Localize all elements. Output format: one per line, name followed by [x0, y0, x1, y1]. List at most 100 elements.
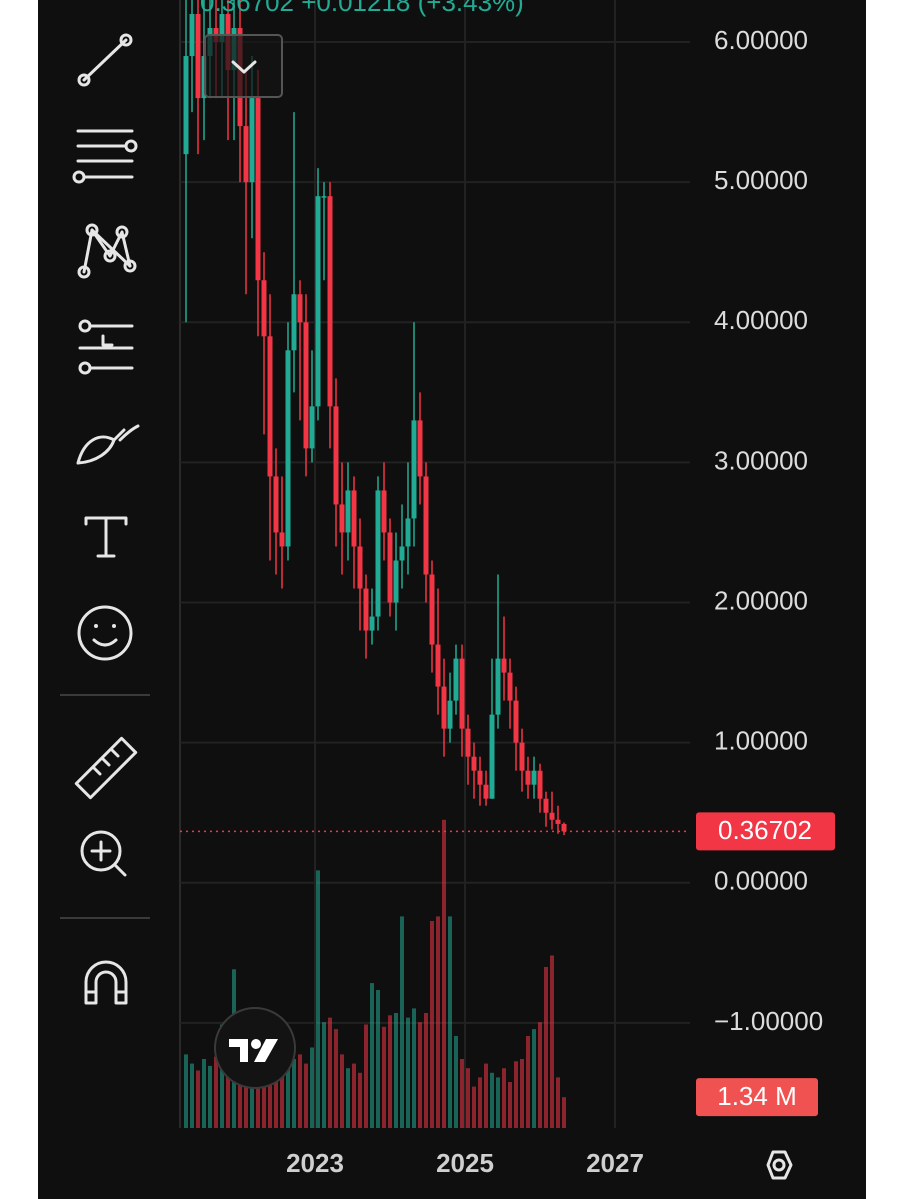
- fib-tool[interactable]: [72, 129, 138, 184]
- candle-body: [261, 280, 267, 337]
- volume-bar: [274, 1040, 278, 1128]
- volume-bar: [418, 1022, 422, 1128]
- volume-bar: [346, 1068, 350, 1128]
- last-price-label: 0.36702: [718, 815, 812, 845]
- candle-body: [525, 770, 531, 785]
- text-tool[interactable]: [84, 516, 128, 558]
- volume-bar: [484, 1063, 488, 1128]
- volume-bar: [472, 1086, 476, 1128]
- candles: [183, 0, 567, 836]
- volume-bar: [328, 1017, 332, 1128]
- candle-body: [465, 728, 471, 757]
- trend-line-tool[interactable]: [77, 33, 133, 87]
- candle-body: [183, 56, 189, 155]
- candle-body: [315, 196, 321, 407]
- volume-bar: [376, 990, 380, 1128]
- volume-bar: [388, 1015, 392, 1128]
- x-tick-label: 2027: [586, 1148, 644, 1178]
- volume-bars: [184, 819, 566, 1128]
- volume-bar: [364, 1024, 368, 1128]
- y-tick-label: 6.00000: [714, 25, 808, 55]
- candle-body: [459, 658, 465, 729]
- forecast-tool[interactable]: [78, 319, 134, 375]
- candle-body: [267, 336, 273, 477]
- candle-body: [339, 504, 345, 533]
- candle-body: [243, 126, 249, 183]
- candle-body: [537, 770, 543, 799]
- candle-body: [321, 196, 327, 198]
- candle-body: [351, 490, 357, 547]
- volume-bar: [562, 1097, 566, 1128]
- emoji-tool[interactable]: [77, 605, 133, 661]
- axes: 6.00000 5.00000 4.00000 3.00000 2.00000 1.000…: [286, 25, 823, 1178]
- volume-bar: [298, 1054, 302, 1128]
- volume-bar: [304, 1063, 308, 1128]
- candle-body: [279, 532, 285, 547]
- volume-label: 1.34 M: [717, 1081, 797, 1111]
- candle-body: [297, 294, 303, 323]
- x-tick-label: 2025: [436, 1148, 494, 1178]
- pattern-tool[interactable]: [77, 223, 137, 279]
- tradingview-logo[interactable]: [214, 1007, 296, 1089]
- candle-body: [189, 14, 195, 57]
- volume-bar: [526, 1036, 530, 1128]
- candle-body: [363, 588, 369, 631]
- zoom-tool[interactable]: [80, 830, 127, 877]
- volume-bar: [208, 1065, 212, 1128]
- volume-bar: [334, 1029, 338, 1128]
- candle-body: [381, 490, 387, 533]
- candle-body: [495, 658, 501, 715]
- candle-body: [423, 476, 429, 575]
- last-price-badge: [696, 812, 835, 851]
- volume-bar: [226, 1036, 230, 1128]
- candle-body: [435, 644, 441, 687]
- volume-bar: [448, 916, 452, 1128]
- volume-bar: [406, 1017, 410, 1128]
- volume-bar: [316, 870, 320, 1128]
- candle-body: [477, 770, 483, 785]
- volume-bar: [286, 1045, 290, 1128]
- volume-bar: [190, 1063, 194, 1128]
- candle-body: [405, 518, 411, 547]
- candle-body: [285, 350, 291, 547]
- settings-button[interactable]: [766, 1150, 793, 1180]
- candle-body: [375, 490, 381, 617]
- volume-bar: [220, 1024, 224, 1128]
- volume-bar: [502, 1068, 506, 1128]
- volume-bar: [322, 1022, 326, 1128]
- magnet-tool[interactable]: [84, 960, 128, 1005]
- y-tick-label: 0.00000: [714, 866, 808, 896]
- candle-body: [531, 770, 537, 785]
- candle-body: [471, 756, 477, 771]
- candle-body: [447, 700, 453, 729]
- candle-body: [195, 14, 201, 99]
- header-quote: 0.36702 +0.01218 (+3.43%): [200, 0, 524, 17]
- volume-bar: [400, 916, 404, 1128]
- candle-body: [429, 574, 435, 645]
- candle-body: [513, 700, 519, 743]
- candle-body: [489, 714, 495, 799]
- volume-bar: [436, 916, 440, 1128]
- candle-body: [255, 98, 261, 281]
- volume-bar: [442, 819, 446, 1128]
- candle-body: [519, 742, 525, 771]
- volume-bar: [310, 1047, 314, 1128]
- candle-body: [303, 322, 309, 449]
- ruler-tool[interactable]: [74, 736, 138, 800]
- candle-body: [387, 532, 393, 603]
- volume-bar: [478, 1077, 482, 1128]
- volume-bar: [514, 1061, 518, 1128]
- brush-tool[interactable]: [76, 424, 140, 465]
- volume-bar: [460, 1059, 464, 1128]
- candle-body: [249, 98, 255, 183]
- volume-bar: [394, 1013, 398, 1128]
- volume-bar: [370, 983, 374, 1128]
- candle-body: [411, 420, 417, 519]
- y-tick-label: 2.00000: [714, 585, 808, 615]
- volume-bar: [214, 1056, 218, 1128]
- y-tick-label: 3.00000: [714, 445, 808, 475]
- candle-body: [453, 658, 459, 701]
- y-tick-label: 5.00000: [714, 165, 808, 195]
- dropdown-button[interactable]: [204, 34, 283, 98]
- volume-bar: [358, 1072, 362, 1128]
